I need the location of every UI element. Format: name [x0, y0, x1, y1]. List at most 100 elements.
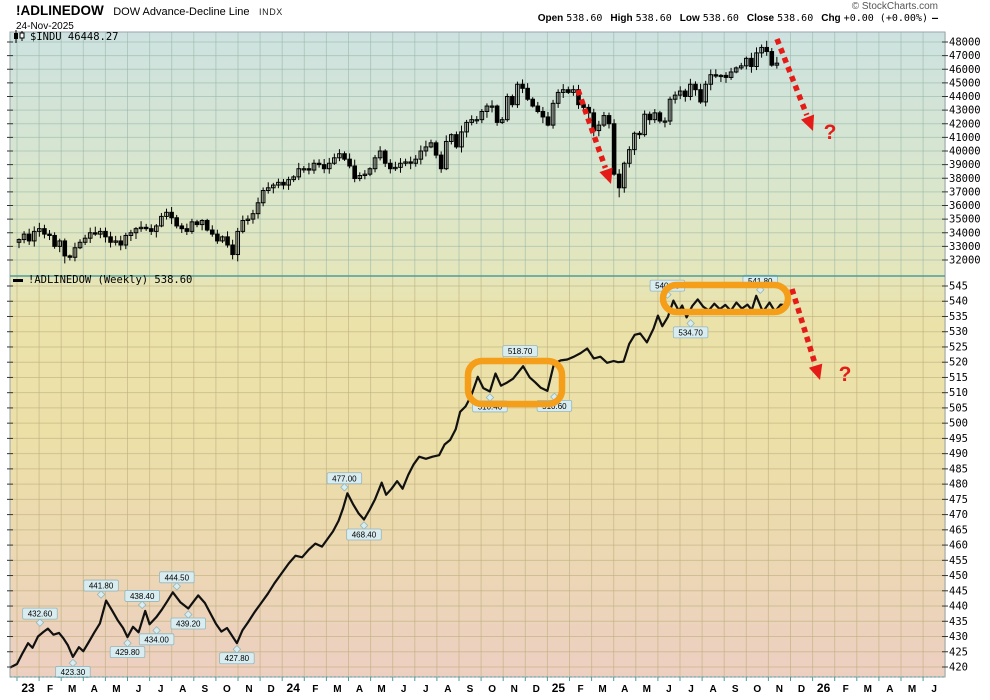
x-axis-month-label: F [47, 684, 53, 695]
copyright: © StockCharts.com [851, 1, 938, 12]
candle-body [321, 164, 327, 170]
candle-body [306, 168, 312, 171]
highlight-box [659, 281, 792, 316]
y-axis-label: 39000 [949, 159, 981, 171]
x-axis-month-label: F [843, 684, 849, 695]
candle-body [245, 218, 251, 221]
candle-body [316, 162, 322, 166]
x-axis-month-label: A [91, 684, 98, 695]
candle-body [499, 119, 505, 123]
candle-body [576, 89, 581, 106]
y-axis-label: 33000 [949, 241, 981, 253]
lower-panel-legend: !ADLINEDOW (Weekly) 538.60 [13, 274, 192, 286]
candle-body [138, 226, 144, 230]
y-axis-label: 515 [949, 372, 968, 384]
candle-body [560, 89, 566, 93]
candle-body [337, 153, 342, 159]
plot-frame [9, 31, 946, 678]
candle-body [489, 105, 495, 108]
candle-body [703, 83, 708, 103]
candle-body [433, 142, 439, 156]
y-axis-label: 535 [949, 311, 968, 323]
candle-body [530, 98, 536, 107]
callout-box [138, 633, 175, 646]
callout-value: 444.50 [165, 573, 190, 582]
close-label: Close [746, 13, 775, 24]
candle-body [525, 87, 530, 100]
candle-body [677, 90, 683, 96]
candle-body [67, 255, 73, 258]
callout-pointer [35, 618, 45, 627]
candle-body [103, 230, 108, 238]
candle-body [326, 162, 332, 170]
trend-arrow-head [801, 114, 815, 131]
x-axis-month-label: M [112, 684, 120, 695]
question-mark: ? [824, 121, 837, 144]
callout-value: 434.00 [144, 635, 169, 644]
symbol-title: DOW Advance-Decline Line [113, 6, 250, 18]
callout-box [170, 617, 206, 630]
candle-body [143, 226, 149, 230]
x-axis-month-label: J [688, 684, 694, 695]
trend-arrow-shaft [789, 288, 818, 365]
y-axis-label: 43000 [949, 105, 981, 117]
callout-pointer [137, 600, 147, 610]
open-value: 538.60 [566, 13, 603, 24]
candle-body [82, 237, 88, 243]
candle-body [225, 236, 230, 246]
candle-body [37, 228, 42, 232]
x-axis-year-label: 24 [287, 681, 301, 695]
x-axis-month-label: N [511, 684, 518, 695]
value-callout: 432.60 [22, 607, 58, 627]
candle-body [698, 89, 703, 103]
x-axis-month-label: A [621, 684, 628, 695]
callout-box [326, 472, 363, 485]
candlestick-series [16, 40, 780, 264]
candle-body [215, 233, 220, 242]
trend-arrow-head [599, 167, 613, 184]
candle-body [733, 67, 739, 73]
candle-body [647, 113, 653, 121]
y-axis-label: 500 [949, 418, 968, 430]
candle-body [296, 168, 302, 178]
candle-body [428, 142, 434, 148]
x-axis-month-label: M [68, 684, 76, 695]
candle-body [199, 219, 205, 226]
callout-pointer [68, 658, 78, 668]
x-axis-month-label: M [864, 684, 872, 695]
y-axis-label: 425 [949, 646, 968, 658]
candle-body [520, 83, 525, 89]
candle-body [62, 240, 68, 257]
candle-body [393, 166, 398, 170]
candle-body [423, 146, 429, 152]
candle-body [72, 247, 78, 258]
candle-body [179, 225, 185, 230]
y-axis-label: 40000 [949, 146, 981, 158]
callout-box [83, 579, 119, 592]
candle-body [352, 165, 357, 180]
y-axis-label: 455 [949, 555, 968, 567]
candle-body [616, 173, 622, 189]
callout-box [219, 652, 255, 665]
value-callout: 444.50 [159, 571, 195, 591]
callout-pointer [686, 319, 695, 328]
x-axis-month-label: M [377, 684, 385, 695]
candle-body [764, 46, 769, 53]
y-axis-label: 44000 [949, 91, 981, 103]
x-axis-month-label: A [179, 684, 186, 695]
candle-body [230, 244, 235, 256]
y-axis-label: 540 [949, 296, 968, 308]
candle-body [443, 140, 449, 170]
candle-body [240, 219, 246, 232]
x-axis: 23 F M A M J J A S O N D 24 F M A M J J A S O N D 25 F M A M J J A S O N D 2… [16, 677, 937, 695]
candle-body [92, 232, 98, 235]
y-axis-label: 34000 [949, 227, 981, 239]
x-axis-month-label: M [333, 684, 341, 695]
candle-body [118, 240, 124, 246]
candlestick-icon [14, 30, 25, 43]
adline-series [10, 294, 789, 669]
candle-body [464, 121, 469, 133]
callout-box [124, 590, 160, 602]
candle-body [372, 157, 378, 170]
